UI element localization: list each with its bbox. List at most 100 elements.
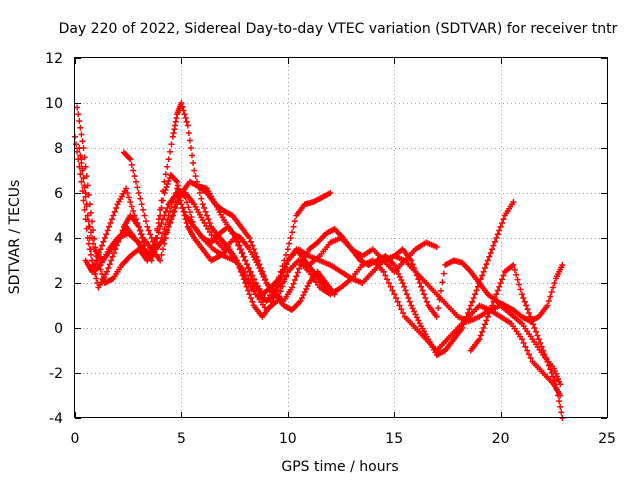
data-point [399,280,406,286]
data-point [553,386,560,393]
data-point [131,173,138,180]
data-point [108,257,115,264]
data-point [538,343,545,350]
data-point [398,306,405,313]
y-tick-label: 12 [45,51,63,67]
x-tick-label: 15 [385,431,403,447]
data-point [558,409,565,416]
data-point [134,220,141,226]
data-point [405,295,412,301]
data-point [489,302,496,309]
data-point [172,118,179,125]
data-point [382,272,389,279]
data-point [496,227,503,234]
data-point [140,206,147,213]
data-point [127,156,134,163]
data-point [167,148,174,155]
data-point [165,178,172,184]
data-point [78,131,85,138]
data-point [245,287,252,294]
data-point [510,262,517,268]
data-point [238,250,245,256]
data-point [184,199,191,206]
data-point [190,160,197,166]
data-point [77,124,84,131]
data-point [135,223,142,230]
data-point [170,130,177,136]
data-point [249,272,256,279]
data-point [157,223,164,230]
data-point [78,156,85,163]
data-point [79,165,86,172]
data-point [523,302,530,309]
data-point [181,208,188,215]
data-point [247,295,254,301]
data-point [540,347,547,354]
data-point [123,185,130,192]
data-point [469,298,476,305]
series-s2 [74,100,334,304]
data-point [418,283,425,290]
data-point [544,302,551,309]
data-point [246,291,253,298]
data-point [499,276,506,283]
data-point [172,190,179,196]
data-point [548,289,555,295]
y-tick-label: 2 [54,276,63,292]
data-point [411,265,418,271]
data-point [530,321,537,328]
data-point [245,265,252,271]
data-point [145,227,152,234]
data-point [96,262,103,268]
data-point [111,250,118,256]
data-point [550,373,557,380]
data-point [464,310,471,316]
data-point [165,223,172,230]
data-point [477,332,484,339]
data-point [387,283,394,290]
data-point [548,370,555,376]
data-point [164,181,171,187]
data-point [130,208,137,214]
data-point [281,276,288,283]
data-point [555,392,562,399]
data-point [552,381,559,388]
data-point [78,178,85,185]
data-point [183,118,190,125]
data-point [138,231,145,238]
data-point [483,261,490,268]
data-point [83,203,90,210]
data-point [125,194,132,201]
data-point [484,257,491,264]
data-point [205,216,212,223]
data-point [161,178,168,185]
data-point [290,280,297,287]
data-point [235,242,242,249]
data-point [463,313,470,320]
data-point [487,250,494,256]
data-point [525,310,532,316]
data-point [161,235,168,241]
data-point [494,287,501,294]
data-point [89,268,96,275]
data-point [544,358,551,365]
data-point [401,283,408,290]
data-point [550,284,557,291]
data-point [75,111,82,118]
data-point [291,218,298,225]
data-point [533,328,540,335]
data-point [171,208,178,215]
data-point [163,184,170,190]
data-point [402,287,409,294]
data-point [158,197,165,204]
data-point [493,291,500,298]
data-point [246,235,253,241]
data-point [525,351,532,358]
data-point [400,310,407,316]
data-point [174,178,181,185]
y-tick-label: 10 [45,96,63,112]
y-axis-label: SDTVAR / TECUs [7,180,23,295]
data-point [206,220,213,226]
data-point [76,163,83,170]
data-point [547,293,554,300]
